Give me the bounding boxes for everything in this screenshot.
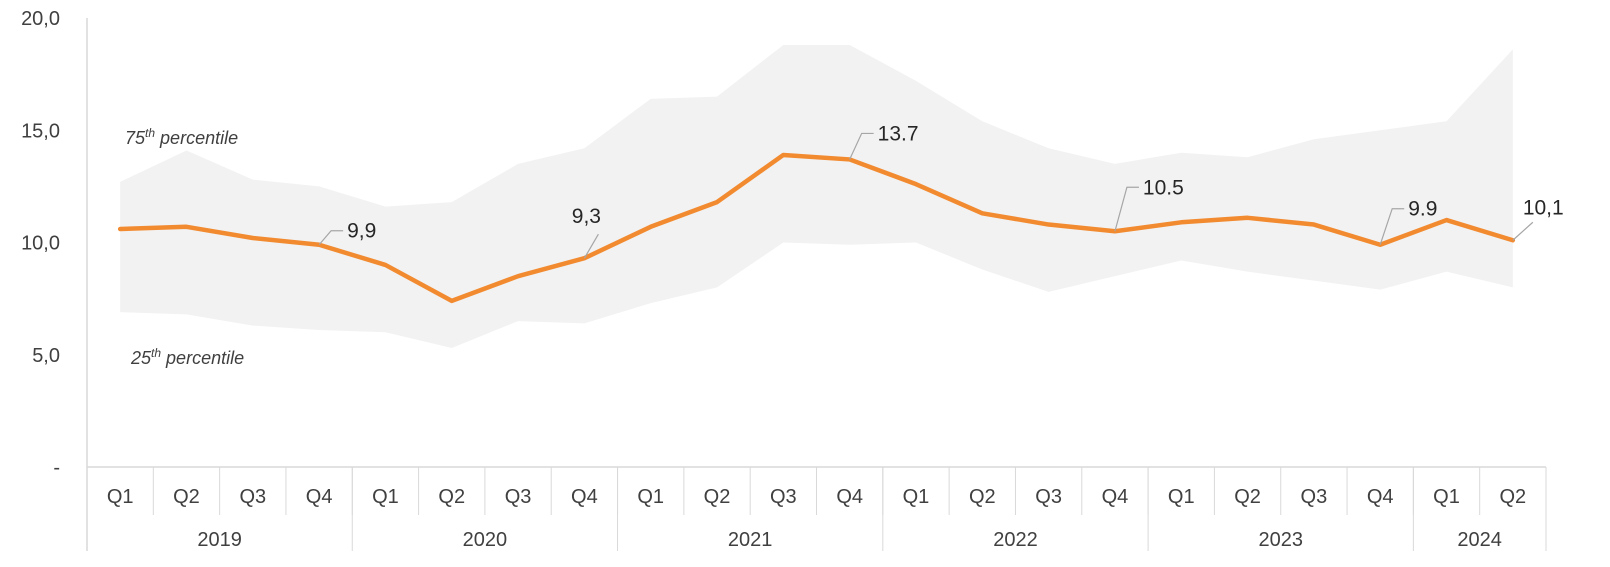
- x-tick-year: 2022: [993, 529, 1038, 551]
- y-tick-label: 10,0: [21, 233, 60, 255]
- x-tick-quarter: Q2: [1499, 486, 1526, 508]
- x-tick-year: 2020: [463, 529, 508, 551]
- x-tick-quarter: Q3: [1301, 486, 1328, 508]
- y-tick-label: 5,0: [32, 345, 60, 367]
- leader-line: [1379, 208, 1405, 245]
- leader-line: [318, 230, 344, 246]
- x-tick-quarter: Q2: [1234, 486, 1261, 508]
- x-tick-year: 2019: [197, 529, 242, 551]
- data-label: 9,9: [347, 220, 376, 243]
- x-tick-quarter: Q4: [1102, 486, 1129, 508]
- x-tick-quarter: Q1: [903, 486, 930, 508]
- leader-line: [1114, 186, 1139, 232]
- data-label: 10,1: [1523, 196, 1564, 219]
- upper-percentile-label: 75th percentile: [125, 126, 238, 148]
- x-tick-quarter: Q2: [173, 486, 200, 508]
- percentile-band: [120, 44, 1513, 349]
- data-label: 10.5: [1143, 176, 1184, 199]
- y-tick-label: -: [53, 457, 60, 479]
- x-tick-year: 2021: [728, 529, 773, 551]
- axes: [86, 18, 1547, 551]
- x-tick-quarter: Q4: [836, 486, 863, 508]
- x-tick-quarter: Q1: [637, 486, 664, 508]
- x-tick-quarter: Q2: [969, 486, 996, 508]
- series-line: [117, 152, 1516, 304]
- lower-percentile-label: 25th percentile: [130, 346, 244, 368]
- x-tick-quarter: Q4: [1367, 486, 1394, 508]
- data-label: 9.9: [1408, 198, 1437, 221]
- leader-line: [583, 233, 599, 259]
- x-tick-quarter: Q2: [704, 486, 731, 508]
- leader-line: [1512, 221, 1534, 241]
- x-tick-quarter: Q1: [1433, 486, 1460, 508]
- y-tick-label: 20,0: [21, 8, 60, 30]
- percentile-band-area: [120, 44, 1513, 349]
- x-tick-quarter: Q3: [505, 486, 532, 508]
- x-tick-quarter: Q3: [770, 486, 797, 508]
- x-tick-quarter: Q1: [107, 486, 134, 508]
- x-tick-year: 2024: [1457, 529, 1502, 551]
- x-tick-quarter: Q1: [1168, 486, 1195, 508]
- x-tick-quarter: Q3: [239, 486, 266, 508]
- axis-labels: - 5,0 10,0 15,0 20,0 Q1 Q2 Q3 Q4 Q1 Q2 Q3 Q4 Q1 Q2 Q3 Q4…: [21, 8, 1526, 551]
- data-label: 9,3: [572, 205, 601, 228]
- x-tick-quarter: Q3: [1035, 486, 1062, 508]
- series-line-layer: [117, 152, 1516, 304]
- data-label: 13.7: [878, 122, 919, 145]
- x-tick-quarter: Q4: [306, 486, 333, 508]
- x-tick-quarter: Q4: [571, 486, 598, 508]
- x-tick-year: 2023: [1258, 529, 1303, 551]
- leader-line: [849, 132, 874, 160]
- y-tick-label: 15,0: [21, 120, 60, 142]
- x-tick-quarter: Q1: [372, 486, 399, 508]
- x-tick-quarter: Q2: [438, 486, 465, 508]
- data-labels: 9,9 9,3 13.7 10.5 9.9 10,1: [318, 122, 1564, 259]
